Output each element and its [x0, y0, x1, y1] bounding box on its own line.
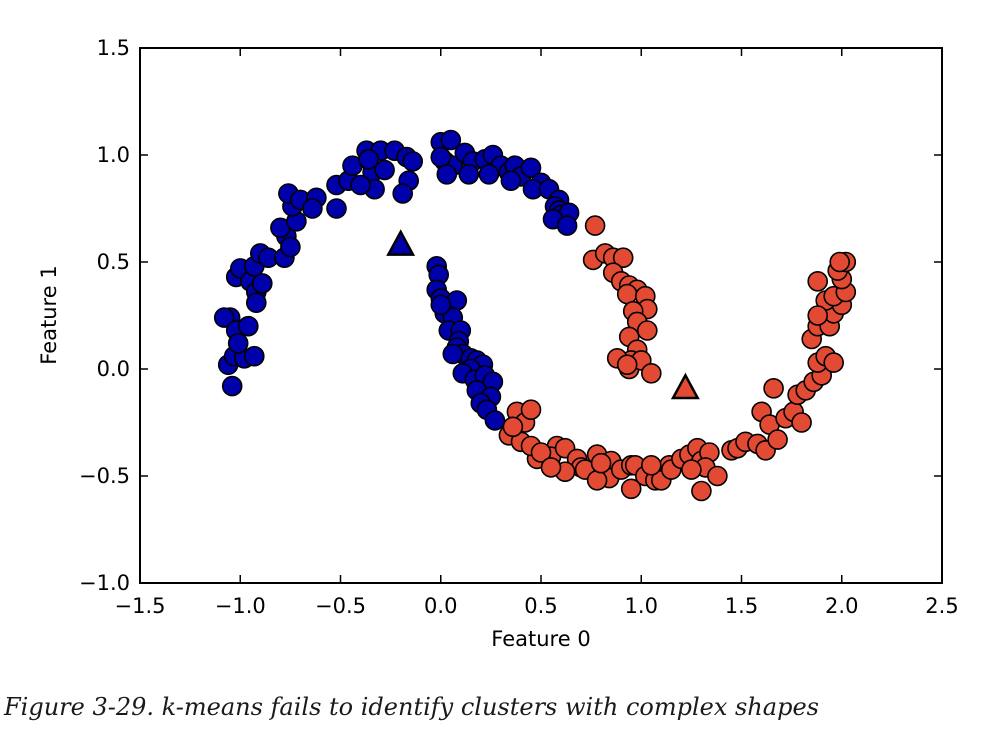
cluster-0-point — [358, 149, 379, 170]
x-tick-label: 2.5 — [925, 594, 958, 618]
cluster-0-point — [213, 307, 235, 328]
y-tick-label: 1.5 — [97, 36, 130, 60]
y-axis: −1.0 −0.5 0.0 0.5 1.0 1.5 — [79, 36, 942, 595]
x-tick-label: 0.5 — [524, 594, 557, 618]
cluster-0-point — [402, 151, 424, 172]
cluster-1-point — [707, 465, 728, 487]
x-tick-label: −0.5 — [315, 594, 366, 618]
cluster-0-point — [484, 410, 506, 431]
cluster-0-point — [374, 159, 395, 181]
cluster-0-point — [430, 146, 452, 168]
cluster-0-point — [251, 273, 273, 294]
cluster-0-point — [500, 170, 522, 191]
x-tick-label: 1.5 — [725, 594, 758, 618]
x-tick-label: −1.5 — [115, 594, 166, 618]
points-layer — [213, 129, 857, 502]
x-tick-label: −1.0 — [215, 594, 266, 618]
y-axis-label: Feature 1 — [37, 265, 61, 364]
cluster-0-point — [280, 236, 301, 258]
y-tick-label: 0.0 — [97, 357, 130, 381]
cluster-0-point — [440, 129, 462, 151]
cluster-1-point — [763, 377, 784, 399]
cluster-1-point — [502, 416, 524, 438]
cluster-0-point — [556, 215, 578, 236]
cluster-1-point — [520, 399, 542, 421]
cluster-1-point — [540, 457, 562, 478]
cluster-0-point — [238, 315, 259, 337]
cluster-1-point — [586, 469, 608, 491]
x-axis: −1.5 −1.0 −0.5 0.0 0.5 1.0 1.5 2.0 2.5 — [115, 48, 959, 618]
cluster-0-point — [442, 343, 464, 365]
y-tick-label: −0.5 — [79, 464, 130, 488]
cluster-1-point — [584, 215, 606, 236]
cluster-0-point — [221, 375, 243, 397]
cluster-1-point — [640, 454, 662, 476]
cluster-1-point — [616, 283, 638, 305]
cluster-0-point — [436, 164, 458, 185]
cluster-0-point — [392, 183, 414, 204]
cluster-0-point — [350, 174, 371, 196]
cluster-1-point — [691, 480, 712, 502]
cluster-1-point — [616, 354, 638, 376]
scatter-chart: −1.5 −1.0 −0.5 0.0 0.5 1.0 1.5 2.0 2.5 −1.0−0.50… — [37, 36, 959, 651]
cluster-1-point — [681, 459, 702, 480]
cluster-0-centroid — [386, 229, 416, 256]
cluster-0-point — [458, 164, 480, 185]
cluster-1-point — [807, 270, 829, 292]
cluster-1-point — [823, 352, 845, 373]
cluster-1-point — [829, 251, 851, 273]
cluster-1-point — [636, 320, 658, 341]
cluster-1-point — [767, 429, 788, 450]
x-axis-label: Feature 0 — [491, 627, 590, 651]
cluster-1-point — [590, 452, 612, 474]
centroid-layer — [386, 229, 700, 400]
cluster-0-point — [227, 332, 249, 354]
y-tick-label: −1.0 — [79, 571, 130, 595]
cluster-0-point — [245, 292, 267, 314]
y-tick-label: 0.5 — [97, 250, 130, 274]
x-tick-label: 2.0 — [825, 594, 858, 618]
cluster-1-point — [612, 247, 634, 269]
cluster-1-point — [640, 362, 662, 384]
cluster-0-point — [478, 164, 500, 185]
cluster-0-point — [326, 198, 347, 219]
cluster-1-point — [530, 442, 552, 463]
cluster-1-point — [620, 478, 642, 500]
cluster-1-centroid — [670, 372, 700, 400]
x-tick-label: 0.0 — [424, 594, 457, 618]
figure-caption: Figure 3-29. k-means fails to identify c… — [4, 693, 819, 721]
y-tick-label: 1.0 — [97, 143, 130, 167]
cluster-0-point — [244, 345, 265, 367]
cluster-0-point — [430, 294, 452, 316]
x-tick-label: 1.0 — [625, 594, 658, 618]
cluster-0-point — [520, 157, 542, 179]
cluster-1-point — [791, 412, 812, 433]
cluster-0-point — [302, 198, 323, 219]
cluster-1-point — [807, 305, 829, 326]
